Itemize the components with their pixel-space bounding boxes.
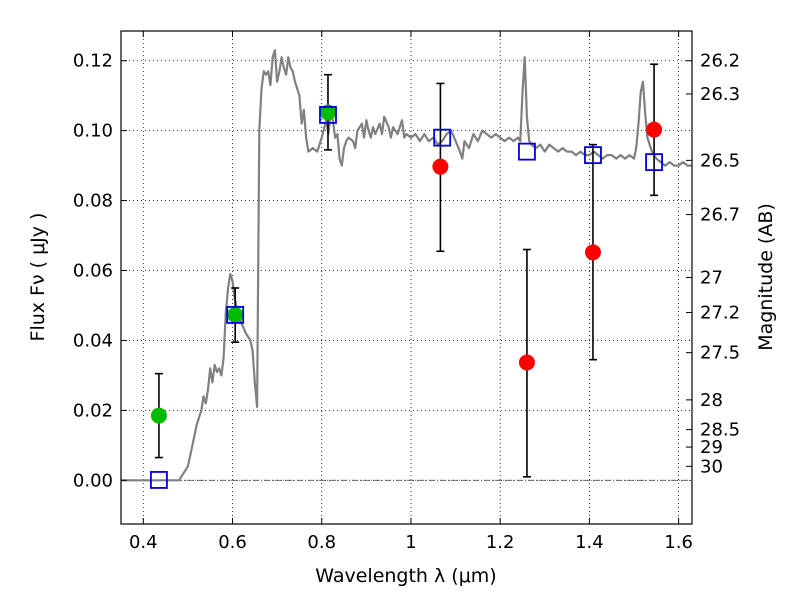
synthetic-photometry-square [150, 471, 168, 489]
synthetic-photometry-square [518, 142, 536, 161]
x-tick-label: 1.6 [664, 532, 693, 553]
x-tick-label: 0.8 [307, 532, 336, 553]
upper-point [646, 121, 663, 138]
model-spectrum [121, 49, 692, 482]
magnitude-tick-label: 29 [700, 437, 723, 458]
synthetic-photometry-square [433, 128, 452, 147]
magnitude-tick-label: 26.7 [700, 205, 740, 226]
upper-point [518, 354, 535, 371]
y-tick-label: 0.10 [73, 121, 113, 142]
y-right-axis-title: Magnitude (AB) [755, 203, 777, 351]
magnitude-tick-label: 26.3 [700, 84, 740, 105]
magnitude-tick-label: 27.2 [700, 302, 740, 323]
upper-point [432, 158, 449, 175]
synthetic-photometry-square [584, 146, 602, 165]
y-axis-title: Flux Fν ( μJy ) [27, 213, 49, 342]
y-tick-label: 0.12 [73, 51, 113, 72]
x-tick-label: 1 [405, 532, 416, 553]
magnitude-tick-label: 28 [700, 390, 723, 411]
magnitude-tick-label: 26.2 [700, 51, 740, 72]
photometry-markers [150, 104, 663, 489]
synthetic-photometry-square [226, 306, 245, 324]
magnitude-tick-label: 27.5 [700, 343, 740, 364]
axis-ticks: 0.4 0.6 0.8 1 1.2 1.4 1.6 0.00 0.02 0.04 0.06 0.08 0… [73, 31, 740, 553]
detected-point [150, 407, 167, 424]
x-tick-label: 1.4 [575, 532, 604, 553]
y-tick-label: 0.02 [73, 400, 113, 421]
x-tick-label: 0.4 [129, 532, 158, 553]
y-tick-label: 0.08 [73, 191, 113, 212]
upper-point [584, 244, 601, 261]
magnitude-tick-label: 28.5 [700, 420, 740, 441]
magnitude-tick-label: 30 [700, 456, 723, 477]
magnitude-tick-label: 27 [700, 268, 723, 289]
detected-point [227, 306, 244, 323]
x-tick-label: 1.2 [486, 532, 515, 553]
synthetic-photometry-square [645, 153, 663, 172]
y-tick-label: 0.06 [73, 261, 113, 282]
x-axis-title: Wavelength λ (μm) [315, 565, 496, 587]
model-spectrum-line [121, 49, 692, 482]
y-tick-label: 0.00 [73, 470, 113, 491]
synthetic-photometry-square [319, 106, 337, 124]
y-tick-label: 0.04 [73, 330, 113, 351]
magnitude-tick-label: 26.5 [700, 150, 740, 171]
x-tick-label: 0.6 [218, 532, 247, 553]
plot-background [121, 31, 692, 524]
